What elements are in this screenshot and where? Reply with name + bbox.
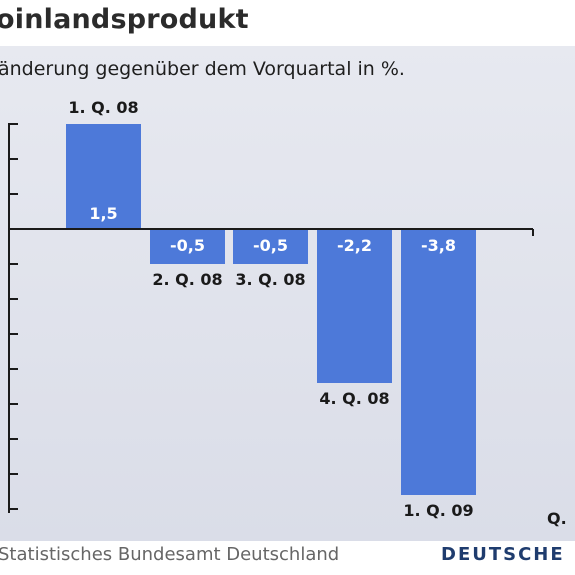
bar-3 [233, 229, 308, 264]
brand-logo-text: DEUTSCHE [441, 544, 565, 565]
footer [0, 541, 575, 575]
bar-2 [150, 229, 225, 264]
category-label-5: 1. Q. 09 [403, 501, 473, 520]
value-label-5: -3,8 [421, 236, 456, 255]
chart-subtitle: änderung gegenüber dem Vorquartal in %. [0, 58, 405, 80]
bar-labels: 1,5 1. Q. 08 -0,5 2. Q. 08 -0,5 3. Q. 08 -2,2 4… [68, 98, 473, 520]
bar-5 [401, 229, 476, 495]
value-label-1: 1,5 [89, 204, 117, 223]
x-axis-end-label: Q. [547, 509, 567, 528]
source-credit: Statistisches Bundesamt Deutschland [0, 544, 340, 565]
category-label-3: 3. Q. 08 [235, 270, 305, 289]
bars [66, 124, 476, 495]
chart-title: oinlandsprodukt [0, 4, 249, 35]
category-label-2: 2. Q. 08 [152, 270, 222, 289]
category-label-1: 1. Q. 08 [68, 98, 138, 117]
value-label-4: -2,2 [337, 236, 372, 255]
value-label-2: -0,5 [170, 236, 205, 255]
y-axis-ticks [9, 123, 18, 510]
bar-1 [66, 124, 141, 229]
value-label-3: -0,5 [253, 236, 288, 255]
category-label-4: 4. Q. 08 [319, 389, 389, 408]
title-bar [0, 0, 575, 46]
bar-4 [317, 229, 392, 383]
